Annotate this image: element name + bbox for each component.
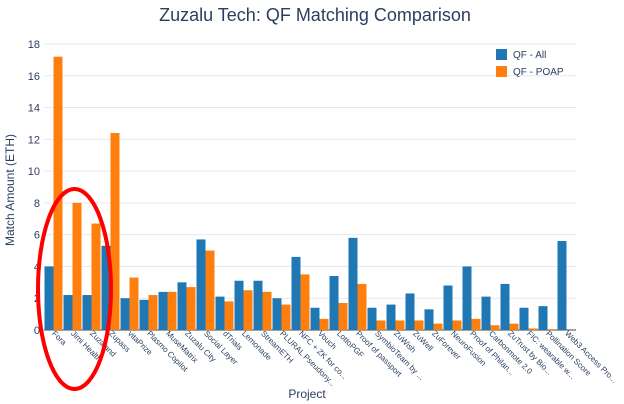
- bar-qf-all[interactable]: [44, 266, 54, 330]
- bar-qf-all[interactable]: [120, 298, 130, 330]
- chart-title: Zuzalu Tech: QF Matching Comparison: [159, 5, 471, 25]
- x-axis-label: Project: [288, 387, 326, 401]
- y-tick-label: 10: [28, 166, 40, 178]
- bar-qf-poap[interactable]: [129, 277, 139, 330]
- bar-qf-all[interactable]: [82, 295, 92, 330]
- bar-qf-all[interactable]: [310, 307, 320, 330]
- bar-qf-poap[interactable]: [186, 287, 196, 330]
- bar-qf-poap[interactable]: [262, 291, 272, 330]
- bar-qf-poap[interactable]: [167, 291, 177, 330]
- bar-qf-poap[interactable]: [414, 320, 424, 330]
- bar-qf-all[interactable]: [272, 298, 282, 330]
- bar-qf-poap[interactable]: [547, 329, 557, 330]
- bar-qf-poap[interactable]: [319, 318, 329, 330]
- y-tick-label: 14: [28, 103, 40, 115]
- x-axis-ticks: Fora Jimi HealthZuzalandZupassvitaPrizePl…: [50, 329, 619, 388]
- bar-qf-poap[interactable]: [243, 290, 253, 330]
- bar-qf-all[interactable]: [101, 245, 111, 330]
- bar-qf-all[interactable]: [443, 285, 453, 330]
- x-tick-label: Fora: [50, 329, 68, 347]
- bar-qf-poap[interactable]: [53, 56, 63, 330]
- bar-qf-all[interactable]: [348, 237, 358, 330]
- y-tick-label: 18: [28, 39, 40, 51]
- bar-qf-poap[interactable]: [148, 295, 158, 330]
- bar-qf-all[interactable]: [177, 282, 187, 330]
- bar-qf-all[interactable]: [291, 256, 301, 330]
- bar-qf-all[interactable]: [424, 309, 434, 330]
- annotations: [36, 187, 113, 391]
- bar-qf-poap[interactable]: [110, 132, 120, 330]
- bar-qf-all[interactable]: [196, 239, 206, 330]
- y-tick-label: 6: [34, 230, 40, 242]
- bar-qf-poap[interactable]: [91, 223, 101, 330]
- gridlines: [44, 43, 576, 331]
- bar-qf-all[interactable]: [481, 296, 491, 330]
- bar-qf-poap[interactable]: [433, 323, 443, 330]
- bar-qf-poap[interactable]: [357, 283, 367, 330]
- bar-qf-poap[interactable]: [224, 301, 234, 330]
- bar-qf-all[interactable]: [139, 299, 149, 330]
- legend-entry[interactable]: QF - POAP: [513, 67, 564, 78]
- y-tick-label: 8: [34, 198, 40, 210]
- bar-qf-all[interactable]: [519, 307, 529, 330]
- y-tick-label: 0: [34, 325, 40, 337]
- bar-qf-poap[interactable]: [471, 318, 481, 330]
- bar-qf-all[interactable]: [405, 293, 415, 330]
- bar-qf-all[interactable]: [63, 295, 73, 330]
- bar-qf-all[interactable]: [158, 291, 168, 330]
- bar-qf-all[interactable]: [253, 280, 263, 330]
- bar-qf-poap[interactable]: [509, 323, 519, 330]
- bar-qf-poap[interactable]: [490, 325, 500, 330]
- bar-qf-poap[interactable]: [528, 328, 538, 330]
- bar-qf-poap[interactable]: [281, 304, 291, 330]
- highlight-ellipse: [36, 187, 113, 391]
- bar-qf-poap[interactable]: [452, 320, 462, 330]
- bar-qf-all[interactable]: [215, 296, 225, 330]
- bar-qf-all[interactable]: [462, 266, 472, 330]
- bar-qf-all[interactable]: [329, 275, 339, 330]
- legend-entry[interactable]: QF - All: [513, 50, 546, 61]
- y-tick-label: 12: [28, 134, 40, 146]
- bar-qf-poap[interactable]: [395, 320, 405, 330]
- legend[interactable]: QF - All QF - POAP: [496, 49, 564, 78]
- bar-qf-all[interactable]: [538, 306, 548, 330]
- bar-qf-poap[interactable]: [300, 274, 310, 330]
- bar-qf-poap[interactable]: [72, 202, 82, 330]
- bar-qf-all[interactable]: [386, 304, 396, 330]
- bar-qf-all[interactable]: [367, 307, 377, 330]
- y-axis-label: Match Amount (ETH): [3, 134, 17, 246]
- y-tick-label: 16: [28, 71, 40, 83]
- bar-qf-all[interactable]: [557, 241, 567, 330]
- bar-qf-poap[interactable]: [338, 302, 348, 330]
- bar-qf-all[interactable]: [500, 283, 510, 330]
- legend-swatch: [496, 49, 507, 60]
- bar-qf-poap[interactable]: [376, 320, 386, 330]
- bar-qf-poap[interactable]: [205, 250, 215, 330]
- bars: [44, 56, 567, 330]
- legend-swatch: [496, 66, 507, 77]
- bar-qf-all[interactable]: [234, 280, 244, 330]
